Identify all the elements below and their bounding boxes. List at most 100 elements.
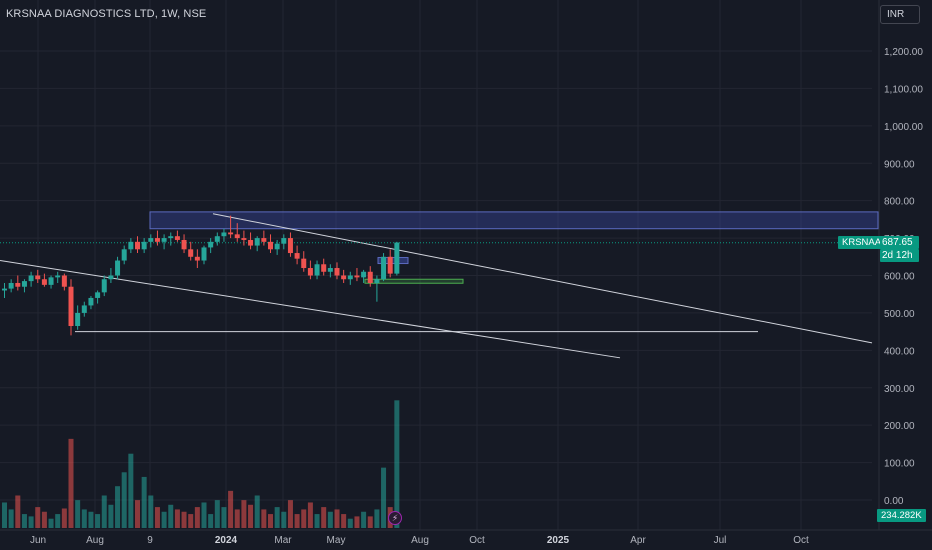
x-tick-label: Aug — [411, 535, 429, 546]
candle-body — [361, 271, 367, 278]
volume-bar — [314, 514, 320, 528]
volume-bar — [101, 495, 107, 528]
candle-body — [381, 256, 387, 280]
volume-bar — [341, 514, 347, 528]
volume-bar — [168, 504, 174, 528]
candle-body — [254, 238, 260, 246]
candle-body — [287, 238, 293, 254]
candle-body — [321, 264, 327, 272]
volume-bar — [75, 500, 81, 528]
candle-body — [41, 279, 47, 285]
candle-body — [95, 292, 101, 298]
volume-bar — [361, 511, 367, 528]
candle-body — [281, 238, 287, 244]
candle-body — [374, 279, 380, 283]
volume-bar — [68, 438, 74, 528]
candle-body — [294, 253, 300, 259]
candle-body — [394, 242, 400, 274]
candle-body — [327, 268, 333, 272]
volume-bar — [274, 507, 280, 528]
y-tick-label: 100.00 — [884, 459, 915, 470]
y-tick-label: 0.00 — [884, 496, 904, 507]
candle-body — [75, 312, 81, 327]
x-tick-label: May — [327, 535, 346, 546]
volume-bar — [128, 453, 134, 528]
volume-bar — [294, 514, 300, 528]
candle-body — [234, 234, 240, 239]
candle-body — [194, 256, 200, 261]
candle-body — [241, 238, 247, 240]
volume-bar — [321, 507, 327, 528]
volume-bar — [261, 509, 267, 528]
volume-bar — [148, 495, 154, 528]
volume-bar — [181, 511, 187, 528]
candle-body — [174, 236, 180, 240]
candle-body — [88, 297, 94, 306]
volume-bar — [367, 516, 373, 528]
volume-bar — [48, 518, 54, 528]
lower-trend-line — [0, 260, 621, 359]
candle-body — [387, 256, 393, 274]
volume-value-label: 234.282K — [877, 509, 926, 522]
candle-body — [21, 281, 27, 287]
y-tick-label: 1,000.00 — [884, 122, 923, 133]
y-tick-label: 200.00 — [884, 421, 915, 432]
volume-bar — [334, 509, 340, 528]
volume-bar — [287, 500, 293, 528]
volume-bar — [115, 486, 121, 528]
candle-body — [35, 275, 41, 280]
x-tick-label: Oct — [469, 535, 485, 546]
volume-bar — [281, 511, 287, 528]
candle-body — [68, 286, 74, 327]
candle-body — [135, 241, 140, 250]
lightning-icon[interactable]: ⚡ — [388, 511, 402, 525]
y-tick-label: 300.00 — [884, 384, 915, 395]
volume-bar — [268, 514, 273, 528]
volume-bar — [2, 502, 7, 528]
candle-body — [48, 277, 54, 285]
candle-body — [214, 236, 220, 242]
volume-bar — [347, 518, 353, 528]
candle-body — [181, 239, 187, 250]
candle-body — [314, 264, 320, 276]
x-tick-label: Aug — [86, 535, 104, 546]
currency-selector[interactable]: INR — [880, 5, 920, 24]
volume-bar — [221, 507, 227, 528]
x-tick-label: 2024 — [215, 535, 238, 546]
volume-bar — [141, 476, 147, 528]
y-tick-label: 1,100.00 — [884, 84, 923, 95]
candle-body — [221, 232, 227, 237]
volume-bar — [381, 467, 387, 528]
candle-body — [8, 282, 14, 289]
volume-bar — [327, 511, 333, 528]
volume-bar — [307, 502, 313, 528]
volume-bar — [188, 514, 194, 528]
volume-bar — [154, 507, 160, 528]
candle-body — [274, 243, 280, 250]
candle-body — [81, 305, 87, 313]
candle-body — [154, 238, 160, 242]
volume-bar — [354, 516, 360, 528]
y-tick-label: 500.00 — [884, 309, 915, 320]
candle-body — [128, 241, 134, 250]
small-zone-blue — [377, 257, 409, 265]
x-tick-label: 9 — [147, 535, 153, 546]
candle-body — [15, 282, 21, 287]
candle-body — [301, 258, 307, 269]
volume-bar — [234, 509, 240, 528]
volume-bar — [254, 495, 260, 528]
candle-body — [188, 249, 194, 257]
volume-bar — [248, 504, 254, 528]
volume-bar — [95, 514, 101, 528]
resistance-zone — [149, 211, 879, 230]
volume-bar — [135, 500, 140, 528]
candle-body — [347, 275, 353, 280]
y-tick-label: 400.00 — [884, 346, 915, 357]
candle-body — [161, 238, 167, 242]
volume-bar — [35, 507, 41, 528]
bar-countdown-label: 2d 12h — [880, 249, 919, 262]
volume-bar — [55, 514, 61, 528]
volume-bar — [81, 509, 87, 528]
